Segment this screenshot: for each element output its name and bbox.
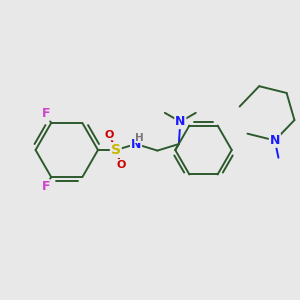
Text: O: O (116, 160, 126, 170)
Text: N: N (131, 138, 141, 151)
Text: N: N (270, 134, 280, 147)
Text: F: F (41, 180, 50, 193)
Text: S: S (111, 143, 121, 157)
Text: F: F (41, 107, 50, 120)
Text: O: O (105, 130, 114, 140)
Text: N: N (175, 115, 185, 128)
Text: H: H (135, 133, 143, 142)
